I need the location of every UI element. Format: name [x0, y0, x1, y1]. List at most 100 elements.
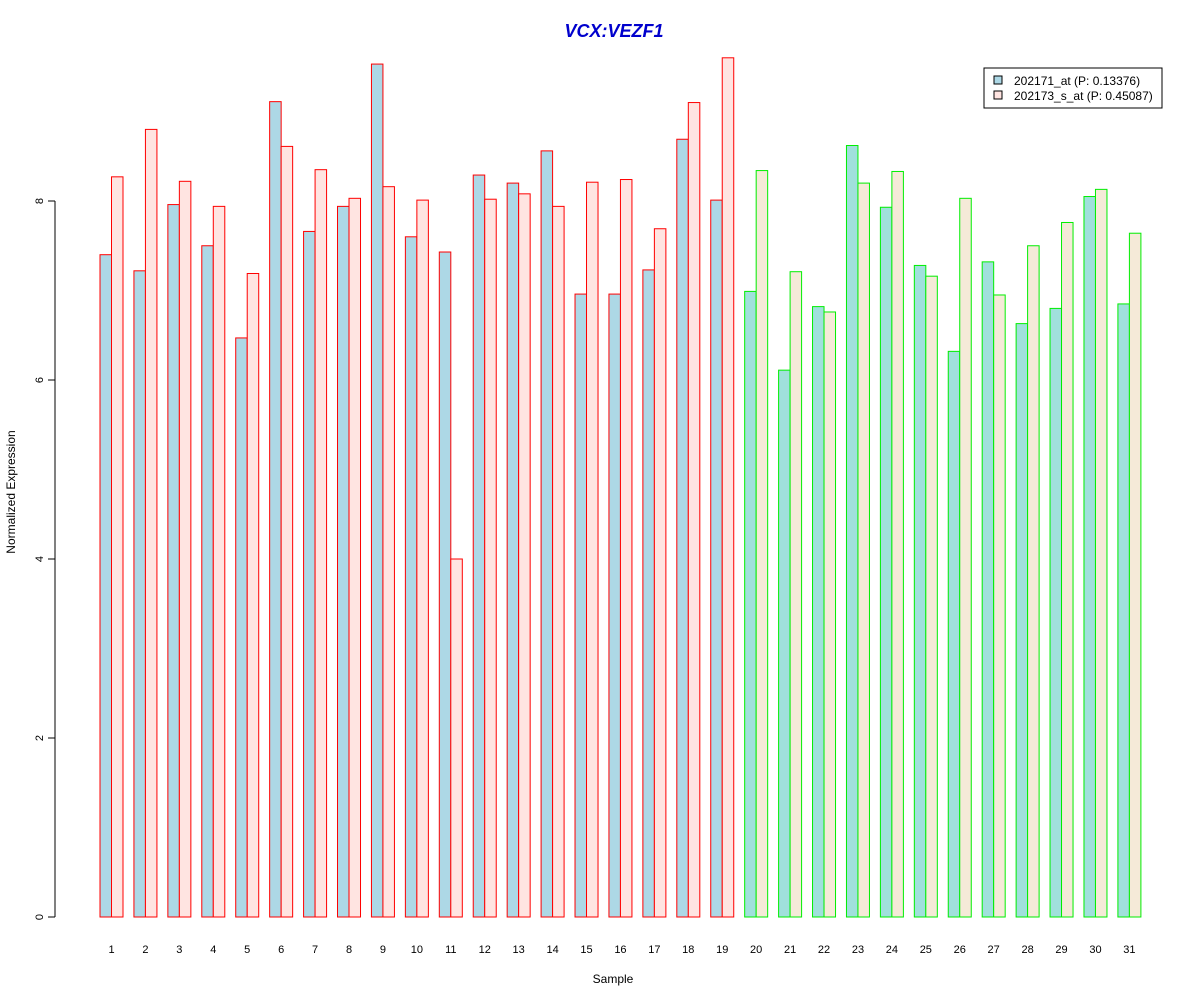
x-tick-label: 9 — [380, 944, 386, 956]
bar-series-2 — [1061, 221, 1074, 918]
bar-series-1 — [540, 150, 554, 918]
bar-series-1 — [778, 369, 791, 918]
x-tick-label: 27 — [988, 944, 1000, 956]
x-tick-label: 15 — [580, 944, 592, 956]
bar-series-2 — [552, 205, 565, 918]
x-tick-label: 13 — [513, 944, 525, 956]
x-tick-label: 25 — [920, 944, 932, 956]
bar-series-1 — [438, 251, 452, 918]
bar-series-1 — [1083, 196, 1096, 918]
bar-series-1 — [337, 205, 350, 918]
x-tick-label: 23 — [852, 944, 864, 956]
bar-series-2 — [178, 180, 192, 918]
bar-series-1 — [1117, 303, 1130, 918]
bar-series-1 — [201, 245, 214, 918]
x-tick-label: 26 — [954, 944, 966, 956]
x-tick-label: 3 — [176, 944, 182, 956]
bar-series-1 — [1049, 307, 1063, 918]
bar-series-1 — [133, 270, 146, 918]
bar-series-2 — [755, 170, 769, 918]
y-axis: 0 2 4 6 8 — [34, 198, 56, 920]
bar-series-1 — [676, 138, 689, 918]
x-tick-label: 8 — [346, 944, 352, 956]
bar-series-1 — [167, 204, 180, 918]
bar-series-1 — [947, 350, 961, 918]
bar-series-2 — [484, 198, 497, 918]
x-tick-label: 5 — [244, 944, 250, 956]
x-tick-label: 16 — [614, 944, 626, 956]
bar-series-1 — [269, 101, 282, 918]
legend-swatch-series-2 — [993, 90, 1003, 100]
bar-series-2 — [891, 170, 904, 918]
chart-title: VCX:VEZF1 — [564, 21, 663, 41]
bar-series-1 — [1015, 323, 1029, 918]
bar-series-2 — [857, 182, 870, 918]
x-tick-label: 31 — [1123, 944, 1135, 956]
x-tick-label: 12 — [479, 944, 491, 956]
x-tick-labels: 1 2 3 4 5 6 7 8 9 10 11 12 13 14 15 16 17 18 19 20 21 22 23 24 2… — [108, 944, 1135, 956]
bars — [99, 57, 1142, 918]
bar-series-2 — [1027, 245, 1040, 918]
bar-series-2 — [314, 169, 328, 918]
bar-series-2 — [687, 102, 701, 918]
bar-series-2 — [280, 145, 294, 918]
bar-series-1 — [472, 174, 486, 918]
x-tick-label: 4 — [210, 944, 216, 956]
bar-series-2 — [111, 176, 124, 918]
bar-series-2 — [993, 294, 1006, 918]
x-tick-label: 29 — [1055, 944, 1067, 956]
legend: 202171_at (P: 0.13376) 202173_s_at (P: 0… — [983, 67, 1163, 109]
x-tick-label: 21 — [784, 944, 796, 956]
bar-series-1 — [913, 264, 927, 918]
legend-box — [983, 67, 1163, 109]
bar-series-2 — [925, 275, 938, 918]
x-tick-label: 22 — [818, 944, 830, 956]
y-tick-label: 6 — [34, 377, 46, 383]
bar-series-2 — [823, 311, 837, 918]
x-tick-label: 28 — [1021, 944, 1033, 956]
x-axis-label: Sample — [593, 972, 634, 986]
bar-series-2 — [518, 193, 531, 918]
x-tick-label: 30 — [1089, 944, 1101, 956]
x-tick-label: 1 — [108, 944, 114, 956]
bar-series-2 — [1094, 188, 1108, 918]
y-tick-label: 8 — [34, 198, 46, 204]
bar-series-1 — [506, 182, 520, 918]
y-tick-label: 0 — [34, 914, 46, 920]
x-tick-label: 19 — [716, 944, 728, 956]
x-tick-label: 14 — [546, 944, 558, 956]
x-tick-label: 11 — [445, 944, 456, 956]
bar-series-1 — [574, 293, 588, 918]
x-tick-label: 18 — [682, 944, 694, 956]
bar-series-1 — [404, 236, 418, 918]
x-tick-label: 10 — [411, 944, 423, 956]
bar-series-1 — [812, 306, 825, 918]
x-tick-label: 20 — [750, 944, 762, 956]
bar-series-1 — [370, 63, 384, 918]
bar-series-2 — [212, 205, 226, 918]
bar-series-2 — [619, 179, 633, 918]
x-tick-label: 6 — [278, 944, 284, 956]
legend-label-series-1: 202171_at (P: 0.13376) — [1014, 74, 1140, 88]
bar-series-2 — [959, 197, 972, 918]
bar-series-1 — [642, 269, 655, 918]
legend-label-series-2: 202173_s_at (P: 0.45087) — [1014, 89, 1153, 103]
bar-series-1 — [303, 230, 316, 918]
bar-series-2 — [721, 57, 735, 918]
bar-series-1 — [710, 199, 723, 918]
bar-series-1 — [981, 261, 995, 918]
bar-series-1 — [99, 254, 112, 918]
bar-series-2 — [1128, 232, 1142, 918]
y-tick-label: 2 — [34, 735, 46, 741]
bar-series-1 — [744, 290, 757, 918]
bar-series-2 — [586, 181, 599, 918]
bar-series-2 — [416, 199, 429, 918]
bar-series-2 — [144, 128, 158, 918]
bar-series-2 — [450, 558, 463, 918]
bar-series-1 — [845, 145, 859, 918]
bar-series-2 — [382, 186, 395, 918]
x-tick-label: 7 — [312, 944, 318, 956]
bar-series-1 — [608, 293, 621, 918]
x-tick-label: 17 — [648, 944, 660, 956]
